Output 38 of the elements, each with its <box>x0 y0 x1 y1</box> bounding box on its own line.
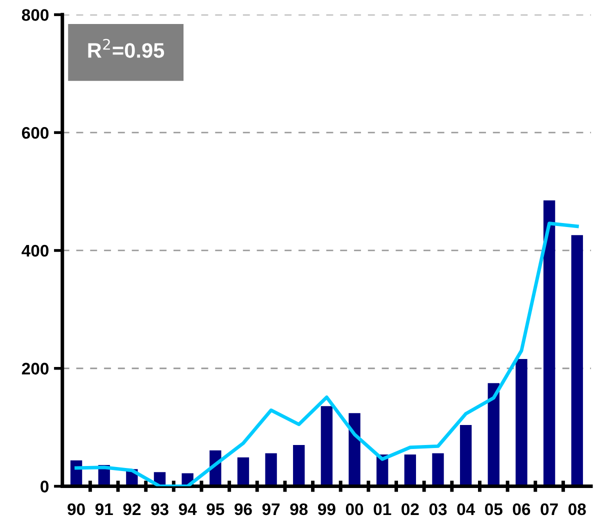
x-tick-label: 92 <box>123 503 141 516</box>
x-tick-label: 90 <box>68 503 85 516</box>
x-tick-label: 02 <box>402 503 419 516</box>
bar <box>320 406 333 486</box>
x-tick-label: 94 <box>178 503 197 516</box>
bar <box>404 454 416 486</box>
x-tick-label: 91 <box>95 503 113 516</box>
x-tick-label: 00 <box>346 503 364 516</box>
x-tick-label: 99 <box>318 503 336 516</box>
bar <box>460 424 472 486</box>
x-tick-label: 05 <box>485 503 502 516</box>
x-tick-label: 98 <box>290 503 308 516</box>
bar <box>237 457 250 486</box>
line-series <box>74 222 579 486</box>
x-tick-label: 04 <box>457 503 475 516</box>
bar <box>571 235 583 486</box>
x-tick-label: 06 <box>512 503 530 516</box>
bar <box>543 200 556 486</box>
y-tick-label: 600 <box>22 126 48 139</box>
x-tick-label: 08 <box>568 503 586 516</box>
y-tick-label: 200 <box>22 362 48 375</box>
bar <box>432 453 444 486</box>
bar <box>516 358 528 486</box>
y-tick-label: 400 <box>22 244 48 257</box>
x-tick-label: 03 <box>429 503 447 516</box>
bar <box>293 445 305 486</box>
annotation: R$^{2}$=0.95 <box>88 38 164 58</box>
x-tick-label: 01 <box>374 503 392 516</box>
x-tick-label: 95 <box>206 503 224 516</box>
bar <box>265 453 277 486</box>
y-tick-label: 0 <box>40 480 48 492</box>
x-tick-label: 97 <box>262 503 280 516</box>
bar <box>348 413 360 486</box>
x-tick-label: 96 <box>234 503 252 516</box>
x-tick-label: 93 <box>151 503 168 516</box>
bar <box>488 383 500 486</box>
y-tick-label: 800 <box>22 9 48 21</box>
x-tick-label: 07 <box>540 503 558 516</box>
